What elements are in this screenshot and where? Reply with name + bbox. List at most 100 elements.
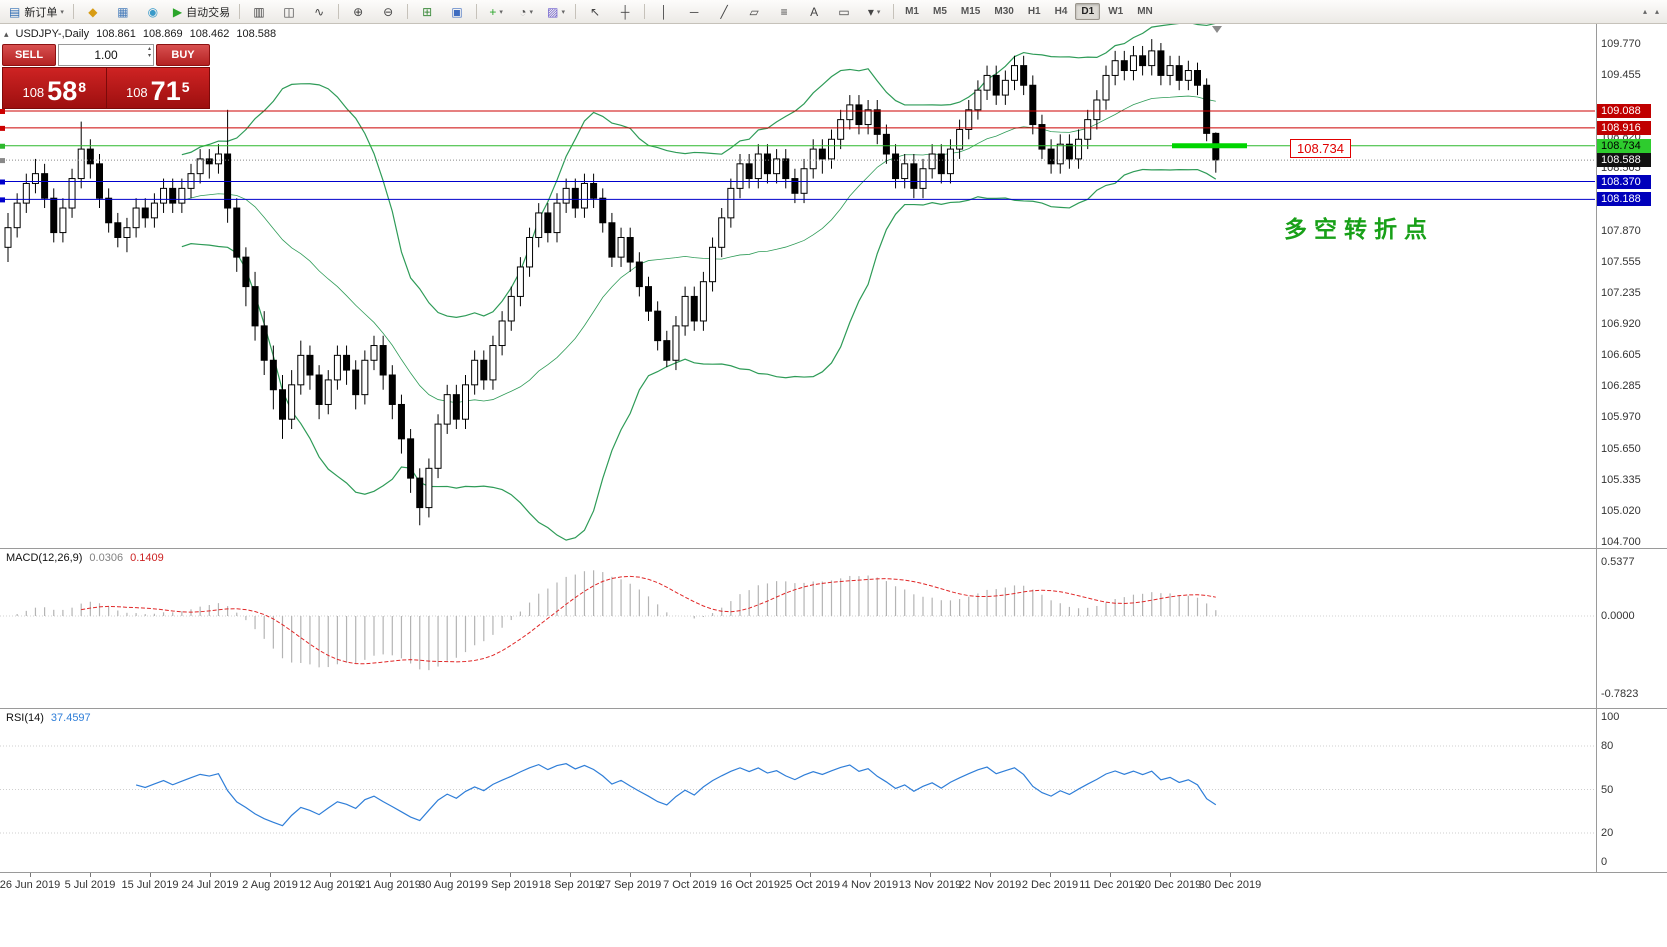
volume-spinner[interactable]: ▴ ▾: [147, 46, 151, 59]
channel-icon[interactable]: ▱: [740, 1, 768, 22]
ohlc-close: 108.588: [236, 28, 277, 40]
level-handle[interactable]: [0, 143, 5, 149]
zoom-out-icon: ⊖: [383, 4, 394, 19]
bar-chart-icon[interactable]: ▥: [245, 1, 273, 22]
data-window-icon[interactable]: ▦: [109, 1, 137, 22]
level-handle[interactable]: [0, 158, 5, 164]
timeframe-h1[interactable]: H1: [1027, 6, 1041, 17]
rsi-panel[interactable]: [0, 709, 1667, 872]
candle-body: [791, 178, 799, 194]
macd-rsi-splitter[interactable]: [0, 708, 1667, 709]
timeframe-mn[interactable]: MN: [1137, 6, 1153, 17]
templates-icon[interactable]: ▨ ▾: [542, 1, 570, 22]
navigator-icon[interactable]: ◉: [139, 1, 167, 22]
periods-icon[interactable]: ◔ ▾: [512, 1, 540, 22]
timeframe-m15[interactable]: M15: [960, 6, 981, 17]
candle-body: [132, 207, 140, 229]
add-indicator-icon: +: [489, 4, 497, 19]
text-icon[interactable]: A: [800, 1, 828, 22]
candle-body: [1157, 50, 1165, 76]
zoom-out-icon[interactable]: ⊖: [374, 1, 402, 22]
timeframe-m5[interactable]: M5: [933, 6, 947, 17]
candle-body: [608, 222, 616, 258]
label-icon[interactable]: ▭: [830, 1, 858, 22]
date-axis[interactable]: 26 Jun 2019 5 Jul 2019 15 Jul 2019 24 Jul 2…: [0, 873, 1596, 897]
chart-annotation-text[interactable]: 多空转折点: [1284, 216, 1434, 242]
candlestick-chart-icon[interactable]: ◫: [275, 1, 303, 22]
arrows-icon[interactable]: ▾ ▾: [860, 1, 888, 22]
vertical-line-icon[interactable]: │: [650, 1, 678, 22]
macd-panel[interactable]: [0, 549, 1667, 708]
ask-pipette: 5: [181, 79, 190, 95]
buy-button[interactable]: BUY: [156, 44, 210, 66]
date-tick: [870, 873, 871, 877]
candle-body: [269, 359, 277, 391]
cursor-icon[interactable]: ↖: [581, 1, 609, 22]
volume-input[interactable]: 1.00 ▴ ▾: [58, 44, 154, 66]
price-macd-splitter[interactable]: [0, 548, 1667, 549]
bid-price[interactable]: 108 58 8: [3, 68, 106, 108]
date-tick: [390, 873, 391, 877]
candle-body: [1120, 60, 1128, 72]
vertical-line-icon: │: [660, 4, 668, 19]
candle-body: [928, 153, 936, 170]
fibonacci-icon[interactable]: ≡: [770, 1, 798, 22]
toolbar-separator: [476, 4, 478, 19]
navigator-icon: ◉: [147, 4, 159, 19]
price-tick: 105.335: [1601, 473, 1641, 486]
trade-panel-controls: SELL 1.00 ▴ ▾ BUY: [2, 44, 210, 66]
crosshair-icon[interactable]: ┼: [611, 1, 639, 22]
add-indicator-icon[interactable]: + ▾: [482, 1, 510, 22]
date-label: 2 Aug 2019: [242, 879, 298, 891]
candle-body: [333, 354, 341, 381]
candle-body: [489, 345, 497, 381]
level-handle[interactable]: [0, 197, 5, 203]
candle-body: [160, 187, 168, 204]
new-order-button[interactable]: ▤ 新订单 ▾: [5, 1, 68, 22]
ask-price[interactable]: 108 71 5: [107, 68, 210, 108]
tile-windows-icon[interactable]: ⊞: [413, 1, 441, 22]
rsi-axis-label: 100: [1601, 711, 1620, 723]
date-tick: [270, 873, 271, 877]
date-tick: [150, 873, 151, 877]
timeframe-m30[interactable]: M30: [994, 6, 1014, 17]
cascade-windows-icon[interactable]: ▣: [443, 1, 471, 22]
horizontal-line-icon[interactable]: ─: [680, 1, 708, 22]
date-tick: [210, 873, 211, 877]
line-chart-icon[interactable]: ∿: [305, 1, 333, 22]
date-label: 15 Jul 2019: [121, 879, 179, 891]
candle-body: [782, 158, 790, 180]
timeframe-m1[interactable]: M1: [905, 6, 919, 17]
candle-body: [901, 163, 909, 180]
candle-body: [462, 384, 469, 420]
chart-shift-marker[interactable]: [1212, 26, 1222, 33]
candle-body: [763, 153, 771, 175]
trendline-icon[interactable]: ╱: [710, 1, 738, 22]
sell-button[interactable]: SELL: [2, 44, 56, 66]
level-handle[interactable]: [0, 108, 5, 114]
toolbar-overflow-right-icon[interactable]: ▴: [1654, 7, 1659, 16]
timeframe-w1[interactable]: W1: [1108, 6, 1124, 17]
price-level-label-box[interactable]: 108.734: [1290, 139, 1351, 158]
date-tick: [510, 873, 511, 877]
candle-body: [434, 423, 442, 469]
market-watch-icon[interactable]: ◆: [79, 1, 107, 22]
price-chart[interactable]: [0, 24, 1667, 548]
candle-body: [379, 345, 387, 376]
price-tick: 105.970: [1601, 411, 1641, 424]
level-handle[interactable]: [0, 125, 5, 131]
level-handle[interactable]: [0, 179, 5, 185]
candle-body: [745, 163, 753, 180]
date-tick: [810, 873, 811, 877]
timeframe-d1[interactable]: D1: [1075, 3, 1101, 20]
candle-body: [635, 261, 643, 288]
candle-body: [672, 325, 680, 361]
timeframe-h4[interactable]: H4: [1054, 6, 1068, 17]
candle-body: [855, 104, 863, 126]
ohlc-open: 108.861: [96, 28, 136, 40]
zoom-in-icon[interactable]: ⊕: [344, 1, 372, 22]
auto-trading-button[interactable]: ▶ 自动交易: [169, 1, 234, 22]
rsi-dateaxis-splitter[interactable]: [0, 872, 1667, 873]
one-click-toggle-icon[interactable]: ▴: [4, 28, 9, 39]
toolbar-overflow-left-icon[interactable]: ▴: [1642, 7, 1647, 16]
